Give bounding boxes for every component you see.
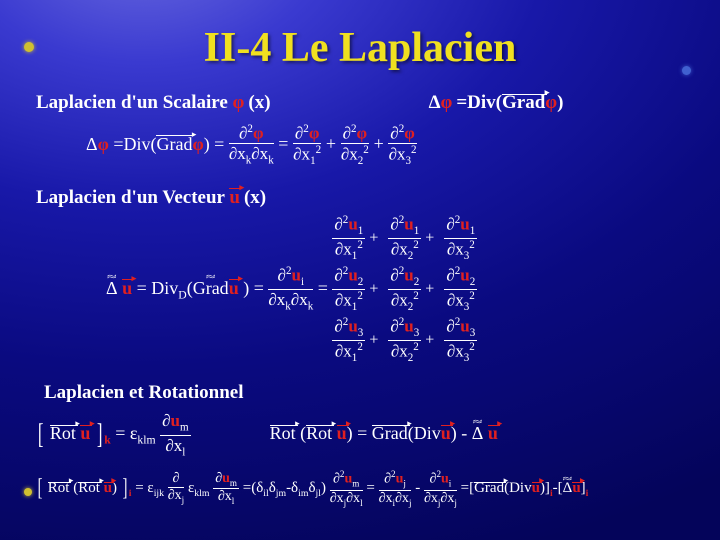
close-paren: ) <box>557 92 563 113</box>
idx-i: i <box>129 488 132 499</box>
bracket-close: ] <box>97 419 103 451</box>
equals: = <box>318 278 333 298</box>
vector-arg: (x) <box>244 187 266 208</box>
frac-d2ui: ∂2ui∂xj∂xj <box>424 470 457 507</box>
frac-general: ∂2φ∂xk∂xk <box>229 124 274 166</box>
rot-rot-u-i: Rot▸ (Rot▸ u▸) <box>48 480 117 496</box>
bracket-open: [ <box>38 419 44 451</box>
grad-vector-arrow: Grad▸ <box>474 480 504 497</box>
rot-line2: [ Rot▸ (Rot▸ u▸) ]i = εijk ∂∂xj εklm ∂um… <box>36 470 700 507</box>
matrix-cell: ∂2u2∂x22 + <box>388 266 434 313</box>
frac-d2uj: ∂2uj∂xi∂xj <box>379 470 412 507</box>
matrix-cell: ∂2u3∂x32 <box>444 317 477 364</box>
laplacian-u: Δ u▸ = DivD(Gradu▸ ) = <box>106 278 268 298</box>
grad-tensor: Grad <box>193 278 229 299</box>
delta-phi: Δφ =Div(Grad▸φ) = <box>86 134 229 154</box>
phi-symbol: φ <box>233 92 245 113</box>
vector-heading: Laplacien d'un Vecteur <box>36 187 229 208</box>
rot-u: Rot▸ u▸ <box>50 423 91 443</box>
delta-label: Δ <box>429 92 441 113</box>
frac-d2um: ∂2um∂xj∂xl <box>330 470 363 507</box>
laplacian-tensor: Δ <box>563 480 573 497</box>
slide: II-4 Le Laplacien Laplacien d'un Scalair… <box>0 0 720 540</box>
idx-k: k <box>104 434 111 447</box>
vector-expansion: Δ u▸ = DivD(Gradu▸ ) = ∂2ui∂xk∂xk = ∂2u1… <box>106 215 700 365</box>
rotational-heading: Laplacien et Rotationnel <box>44 382 700 404</box>
frac-x2: ∂2φ∂x22 <box>341 124 370 167</box>
equals: = <box>278 134 293 154</box>
grad-vec: Grad▸ <box>502 92 545 113</box>
rot-vector-arrow: Rot▸ <box>306 423 332 444</box>
frac-ddxj: ∂∂xj <box>168 472 184 505</box>
content-area: Laplacien d'un Scalaire φ (x) Δφ =Div(Gr… <box>36 92 700 508</box>
rot-rot-u: Rot▸ (Rot▸ u▸) = <box>270 423 372 443</box>
laplacian-tensor: Δ <box>106 278 118 299</box>
bracket-open: [ <box>38 475 43 502</box>
vector-heading-row: Laplacien d'un Vecteur u▸ (x) <box>36 187 700 209</box>
u-vec: u▸ <box>229 187 240 208</box>
plus: + <box>326 134 341 154</box>
minus: - <box>415 480 424 496</box>
scalar-expansion: Δφ =Div(Grad▸φ) = ∂2φ∂xk∂xk = ∂2φ∂x12 + … <box>86 124 700 167</box>
matrix-cell: ∂2u2∂x32 <box>444 266 477 313</box>
u-vector-arrow: u▸ <box>229 278 239 299</box>
matrix-cell: ∂2u3∂x22 + <box>388 317 434 364</box>
u-vector-arrow: u▸ <box>532 480 540 497</box>
frac-dum-dxl: ∂um∂xl <box>160 412 190 458</box>
u-vector-arrow: u▸ <box>441 423 451 444</box>
matrix-cell: ∂2u2∂x12 + <box>332 266 378 313</box>
eps-klm: εklm <box>188 480 209 496</box>
u-vector-arrow: u▸ <box>80 423 90 444</box>
rot-vector-arrow: Rot▸ <box>78 480 100 497</box>
u-vector-arrow: u▸ <box>572 480 580 497</box>
bullet-dot <box>24 488 32 496</box>
frac-x3: ∂2φ∂x32 <box>388 124 417 167</box>
laplacian-matrix: ∂2u1∂x12 + ∂2u1∂x22 + ∂2u1∂x32 ∂2u2∂x12 … <box>332 215 477 365</box>
matrix-cell: ∂2u1∂x22 + <box>388 215 434 262</box>
u-vector-arrow: u▸ <box>104 480 112 497</box>
delta-identity: =(δilδjm-δimδjl) <box>243 480 326 496</box>
matrix-cell: ∂2u1∂x12 + <box>332 215 378 262</box>
matrix-cell: ∂2u1∂x32 <box>444 215 477 262</box>
laplacian-tensor: Δ <box>472 423 484 444</box>
eq-eps-ijk: = εijk <box>135 480 164 496</box>
u-vector-arrow: u▸ <box>488 423 498 444</box>
frac-ui-general: ∂2ui∂xk∂xk <box>268 266 313 313</box>
rot-line1: [ Rot▸ u▸ ]k = εklm ∂um∂xl Rot▸ (Rot▸ u▸… <box>36 412 700 458</box>
u-vector-arrow: u▸ <box>337 423 347 444</box>
plus: + <box>374 134 389 154</box>
equals: = <box>366 480 374 496</box>
scalar-heading: Laplacien d'un Scalaire <box>36 92 233 113</box>
final-identity: =[Grad▸(Divu▸)]i-[Δu▸]i <box>461 480 589 496</box>
scalar-arg: (x) <box>248 92 270 113</box>
matrix-cell: ∂2u3∂x12 + <box>332 317 378 364</box>
slide-title: II-4 Le Laplacien <box>0 24 720 72</box>
grad-vector-arrow: Grad▸ <box>156 134 192 155</box>
phi-symbol: φ <box>440 92 452 113</box>
grad-vector-arrow: Grad▸ <box>502 92 545 114</box>
rot-vector-arrow: Rot▸ <box>50 423 76 444</box>
scalar-heading-row: Laplacien d'un Scalaire φ (x) Δφ =Div(Gr… <box>36 92 700 114</box>
div-label: =Div( <box>456 92 502 113</box>
bracket-close: ] <box>122 475 127 502</box>
grad-vector-arrow: Grad▸ <box>372 423 408 444</box>
u-vector-arrow: u▸ <box>229 187 240 209</box>
frac-x1: ∂2φ∂x12 <box>293 124 322 167</box>
rot-vector-arrow: Rot▸ <box>270 423 296 444</box>
frac-dum-dxl: ∂um∂xl <box>213 472 239 507</box>
grad-div-u: Grad▸(Divu▸) - Δ u▸ <box>372 423 498 443</box>
equals: = εklm <box>115 423 160 443</box>
rot-vector-arrow: Rot▸ <box>48 480 70 497</box>
u-vector-arrow: u▸ <box>122 278 132 299</box>
